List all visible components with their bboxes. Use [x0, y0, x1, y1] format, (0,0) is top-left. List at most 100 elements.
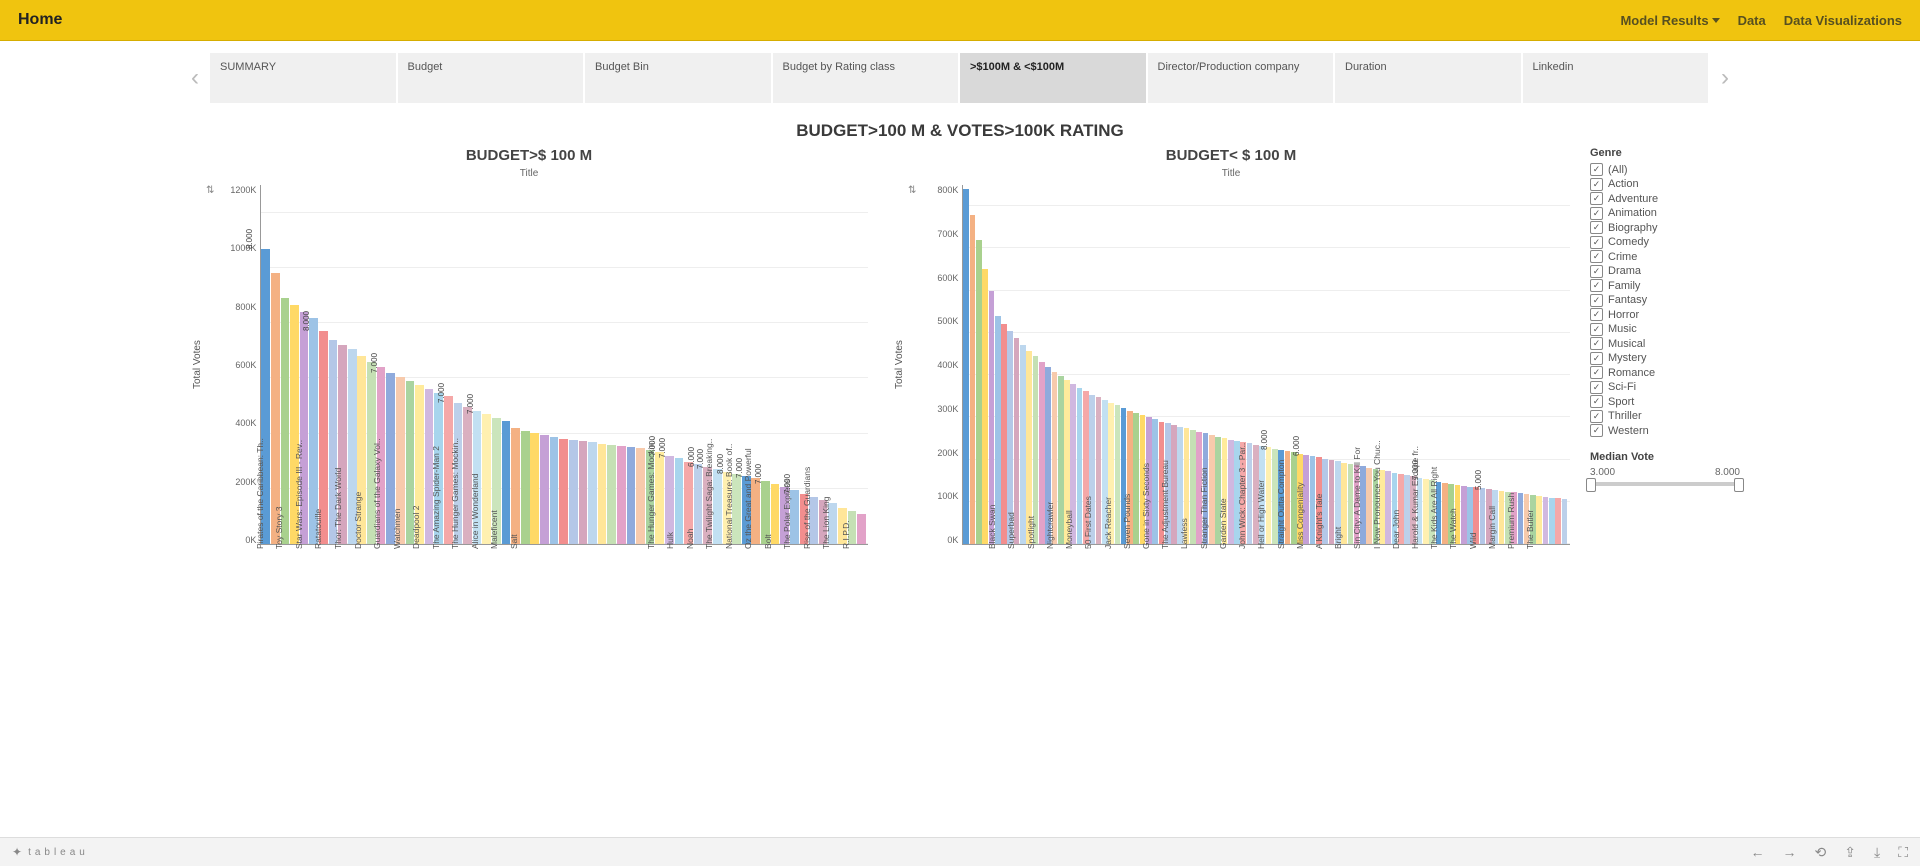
genre-filter-item[interactable]: ✓Music: [1590, 323, 1740, 336]
genre-filter-item[interactable]: ✓Family: [1590, 279, 1740, 292]
bar[interactable]: [982, 269, 988, 544]
bar[interactable]: [1442, 483, 1448, 544]
bar[interactable]: [1209, 435, 1215, 544]
fullscreen-icon[interactable]: ⛶: [1898, 844, 1908, 861]
bar[interactable]: [1077, 388, 1083, 544]
bar[interactable]: [857, 514, 866, 544]
bar[interactable]: [502, 421, 511, 544]
tab-linkedin[interactable]: Linkedin: [1523, 53, 1711, 103]
bar[interactable]: [1543, 497, 1549, 544]
bar[interactable]: [1423, 479, 1429, 544]
bar[interactable]: [1461, 486, 1467, 544]
tab-duration[interactable]: Duration: [1335, 53, 1523, 103]
genre-filter-item[interactable]: ✓Horror: [1590, 308, 1740, 321]
genre-filter-item[interactable]: ✓Fantasy: [1590, 294, 1740, 307]
genre-filter-item[interactable]: ✓Sci-Fi: [1590, 381, 1740, 394]
bar[interactable]: [1499, 491, 1505, 544]
chart-right-plot-area[interactable]: 8.0006.0007.0005.000: [962, 185, 1570, 545]
genre-filter-item[interactable]: ✓Sport: [1590, 395, 1740, 408]
genre-filter-item[interactable]: ✓Romance: [1590, 366, 1740, 379]
genre-filter-item[interactable]: ✓Action: [1590, 178, 1740, 191]
tabs-scroll-left[interactable]: ‹: [180, 53, 210, 103]
bar[interactable]: [1058, 376, 1064, 544]
tab-budget-bin[interactable]: Budget Bin: [585, 53, 773, 103]
genre-filter-item[interactable]: ✓Thriller: [1590, 410, 1740, 423]
genre-filter-item[interactable]: ✓Crime: [1590, 250, 1740, 263]
nav-model-results[interactable]: Model Results: [1620, 13, 1719, 28]
bar[interactable]: [617, 446, 626, 544]
bar[interactable]: [1404, 475, 1410, 544]
bar[interactable]: [1549, 498, 1555, 544]
revert-icon[interactable]: ⟲: [1815, 844, 1827, 861]
bar[interactable]: [963, 189, 969, 544]
nav-data[interactable]: Data: [1738, 13, 1766, 28]
bar[interactable]: 7.000: [665, 456, 674, 544]
bar[interactable]: [1518, 493, 1524, 544]
bar[interactable]: [1480, 488, 1486, 544]
bar[interactable]: [1096, 397, 1102, 544]
bar[interactable]: 7.000: [713, 469, 722, 544]
bar[interactable]: [1555, 498, 1561, 544]
genre-filter-item[interactable]: ✓Biography: [1590, 221, 1740, 234]
slider-handle-min[interactable]: [1586, 478, 1596, 492]
share-icon[interactable]: ⇪: [1844, 844, 1856, 861]
slider-handle-max[interactable]: [1734, 478, 1744, 492]
chart-right-yaxis-sort-icon[interactable]: ⇅: [907, 185, 916, 545]
bar[interactable]: [598, 444, 607, 544]
bar[interactable]: [550, 437, 559, 544]
bar[interactable]: [1228, 440, 1234, 544]
tab--100m-100m[interactable]: >$100M & <$100M: [960, 53, 1148, 103]
bar[interactable]: [1247, 443, 1253, 544]
bar[interactable]: [1152, 419, 1158, 544]
genre-filter-item[interactable]: ✓(All): [1590, 163, 1740, 176]
genre-filter-item[interactable]: ✓Animation: [1590, 207, 1740, 220]
xtick-label: The Amazing Spider-Man 2: [431, 446, 441, 549]
bar[interactable]: [521, 431, 530, 544]
genre-filter-item[interactable]: ✓Comedy: [1590, 236, 1740, 249]
tab-summary[interactable]: SUMMARY: [210, 53, 398, 103]
tab-budget[interactable]: Budget: [398, 53, 586, 103]
tableau-logo[interactable]: ✦ tableau: [12, 845, 89, 859]
bar[interactable]: [1266, 447, 1272, 544]
home-link[interactable]: Home: [18, 11, 62, 29]
bar[interactable]: [970, 215, 976, 544]
undo-icon[interactable]: ←: [1751, 844, 1765, 860]
bar[interactable]: [1133, 413, 1139, 544]
bar[interactable]: [1562, 499, 1568, 544]
bar[interactable]: [1115, 405, 1121, 544]
tabs-scroll-right[interactable]: ›: [1710, 53, 1740, 103]
chart-left-plot-area[interactable]: 8.0008.0007.0007.0007.0007.0007.0006.000…: [260, 185, 868, 545]
bar[interactable]: [271, 273, 280, 544]
bar[interactable]: [607, 445, 616, 544]
bar[interactable]: [569, 440, 578, 544]
genre-filter-item[interactable]: ✓Drama: [1590, 265, 1740, 278]
bar[interactable]: [511, 428, 520, 544]
bar[interactable]: [579, 441, 588, 544]
tab-budget-by-rating-class[interactable]: Budget by Rating class: [773, 53, 961, 103]
genre-filter-item[interactable]: ✓Mystery: [1590, 352, 1740, 365]
tab-director-production-company[interactable]: Director/Production company: [1148, 53, 1336, 103]
genre-filter-item[interactable]: ✓Musical: [1590, 337, 1740, 350]
genre-filter-item[interactable]: ✓Western: [1590, 424, 1740, 437]
bar[interactable]: [588, 442, 597, 544]
bar[interactable]: [976, 240, 982, 544]
bar[interactable]: [694, 464, 703, 544]
bar[interactable]: [636, 448, 645, 544]
bar[interactable]: [1190, 430, 1196, 544]
bar[interactable]: [559, 439, 568, 544]
redo-icon[interactable]: →: [1783, 844, 1797, 860]
bar[interactable]: [627, 447, 636, 544]
bar[interactable]: [1020, 345, 1026, 544]
nav-data-visualizations[interactable]: Data Visualizations: [1784, 13, 1902, 28]
bar[interactable]: [530, 433, 539, 544]
bar[interactable]: [655, 452, 664, 544]
bar[interactable]: 7.000: [675, 458, 684, 544]
bar[interactable]: [1171, 425, 1177, 544]
bar[interactable]: [540, 435, 549, 544]
chart-left-yaxis-sort-icon[interactable]: ⇅: [205, 185, 214, 545]
genre-filter-item[interactable]: ✓Adventure: [1590, 192, 1740, 205]
download-icon[interactable]: ⤓: [1874, 844, 1880, 861]
median-vote-slider[interactable]: [1590, 482, 1740, 486]
bar[interactable]: [1039, 362, 1045, 544]
bar[interactable]: [1536, 496, 1542, 544]
